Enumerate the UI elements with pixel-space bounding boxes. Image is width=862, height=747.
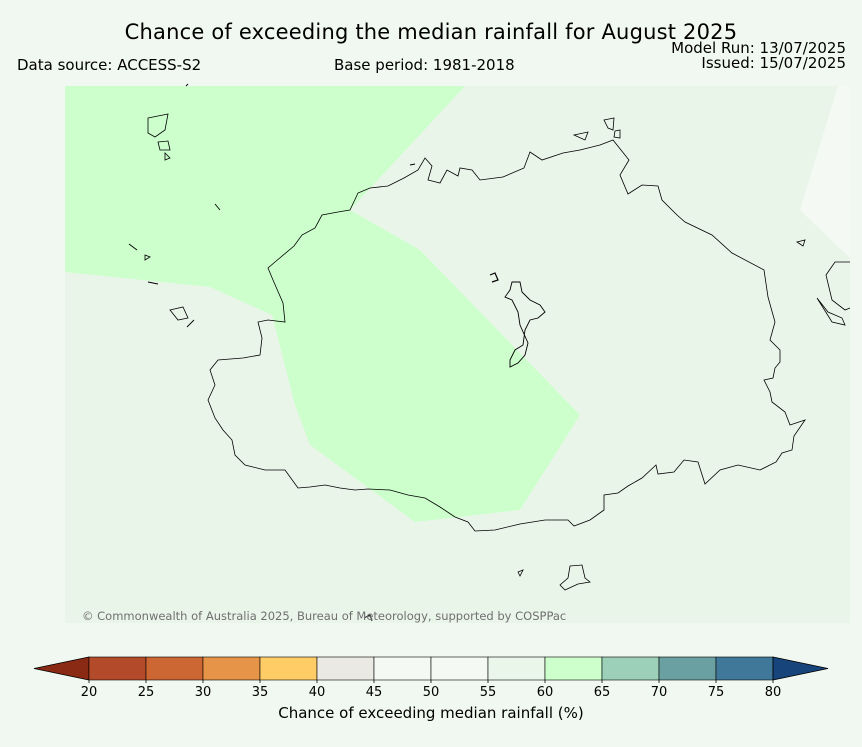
colorbar-tick-label: 50 [423, 685, 440, 700]
colorbar-tick-label: 35 [252, 685, 269, 700]
islet-ne-1 [572, 131, 589, 141]
islet-w-4 [147, 281, 159, 285]
islet-w-3 [144, 254, 151, 261]
colorbar-segment [430, 656, 489, 681]
islet-w-1 [214, 203, 221, 211]
islet-s-1 [517, 569, 524, 577]
colorbar-extend-high [772, 656, 829, 681]
colorbar-tick-label: 40 [309, 685, 326, 700]
map-edge-region [800, 86, 850, 258]
island-outline-east [816, 261, 851, 326]
run-info: Model Run: 13/07/2025 Issued: 15/07/2025 [671, 41, 846, 71]
colorbar-segment [658, 656, 717, 681]
base-period-label: Base period: 1981-2018 [334, 56, 515, 74]
issued-label: Issued: 15/07/2025 [701, 54, 846, 72]
islet-nw-1 [147, 113, 169, 138]
colorbar-extend-low [33, 656, 90, 681]
colorbar-tick-label: 75 [708, 685, 725, 700]
colorbar-segment [487, 656, 546, 681]
colorbar: 20 25 30 35 40 45 50 55 60 65 70 75 80 [33, 656, 829, 700]
islet-e-1 [796, 239, 806, 247]
colorbar-segment [202, 656, 261, 681]
colorbar-segment [715, 656, 774, 681]
island-outline-south [559, 564, 591, 591]
colorbar-tick-label: 65 [594, 685, 611, 700]
map-title: Chance of exceeding the median rainfall … [124, 20, 738, 44]
islet-ne-2 [603, 117, 615, 131]
islet-n-1 [409, 163, 416, 166]
colorbar-tick-label: 45 [366, 685, 383, 700]
colorbar-tick-label: 30 [195, 685, 212, 700]
colorbar-label: Chance of exceeding median rainfall (%) [278, 704, 584, 722]
islet-nw-3 [164, 152, 171, 161]
colorbar-segment [316, 656, 375, 681]
island-outline-main [207, 139, 807, 532]
colorbar-segment [88, 656, 147, 681]
data-source-label: Data source: ACCESS-S2 [17, 56, 202, 74]
colorbar-tick-label: 25 [138, 685, 155, 700]
colorbar-segment [373, 656, 432, 681]
islet-central-north [489, 272, 499, 283]
islet-w-2 [128, 243, 138, 251]
colorbar-tick-label: 70 [651, 685, 668, 700]
islet-nw-2 [157, 140, 171, 151]
colorbar-segment [259, 656, 318, 681]
model-run-label: Model Run: 13/07/2025 [671, 39, 846, 57]
colorbar-segment [601, 656, 660, 681]
islet-sw-2 [186, 319, 195, 328]
colorbar-tick-label: 20 [81, 685, 98, 700]
colorbar-segment [145, 656, 204, 681]
colorbar-tick-label: 60 [537, 685, 554, 700]
colorbar-tick-label: 55 [480, 685, 497, 700]
island-outline-central [504, 281, 546, 368]
probability-region-60-65 [65, 86, 580, 522]
copyright-notice: © Commonwealth of Australia 2025, Bureau… [82, 609, 567, 623]
islet-s-2 [363, 614, 373, 622]
colorbar-segment [544, 656, 603, 681]
islet-sw-1 [169, 306, 189, 321]
islet-n-2 [185, 83, 189, 87]
islet-ne-3 [613, 129, 621, 139]
colorbar-tick-label: 80 [765, 685, 782, 700]
